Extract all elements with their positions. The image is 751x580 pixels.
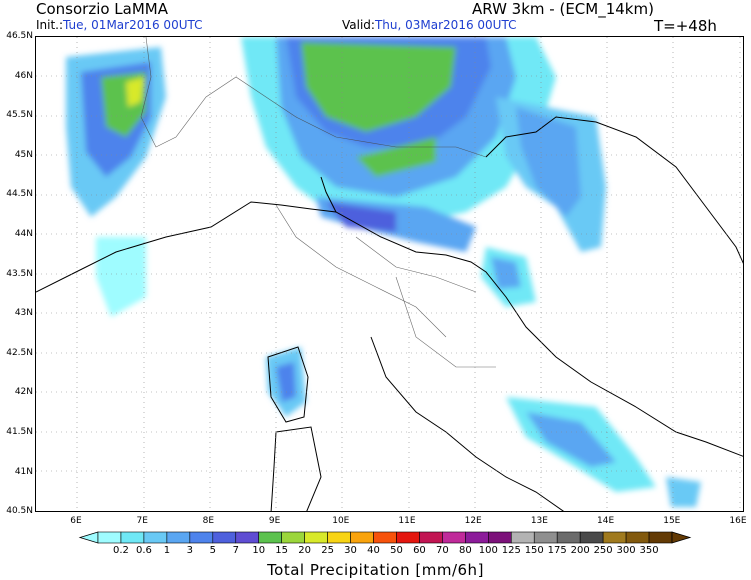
colorbar-swatch [120, 531, 145, 544]
valid-time: Valid:Thu, 03Mar2016 00UTC [342, 19, 516, 32]
map-canvas [36, 37, 743, 511]
colorbar-swatch [648, 531, 673, 544]
colorbar-label: 125 [501, 545, 521, 556]
colorbar-label: 0.2 [113, 545, 129, 556]
colorbar-swatch [625, 531, 650, 544]
colorbar-label: 300 [616, 545, 636, 556]
colorbar-label: 200 [570, 545, 590, 556]
lat-label: 42.5N [6, 347, 33, 358]
colorbar-swatch [235, 531, 260, 544]
colorbar-label: 350 [639, 545, 659, 556]
colorbar-title: Total Precipitation [mm/6h] [267, 561, 484, 579]
colorbar-swatch [327, 531, 351, 544]
colorbar-label: 80 [458, 545, 472, 556]
lon-label: 14E [597, 516, 615, 526]
colorbar-swatch [304, 531, 328, 544]
lon-label: 10E [332, 516, 350, 526]
colorbar-label: 25 [321, 545, 334, 556]
lon-label: 12E [464, 516, 482, 526]
lon-label: 11E [398, 516, 416, 526]
colorbar-swatch [556, 531, 581, 544]
colorbar-label: 7 [232, 545, 239, 556]
lon-label: 16E [729, 516, 747, 526]
lat-label: 43.5N [6, 268, 33, 279]
lon-label: 7E [136, 516, 148, 526]
colorbar-label: 30 [344, 545, 357, 556]
colorbar-swatch [350, 531, 374, 544]
colorbar-swatch [189, 531, 214, 544]
lat-label: 46.5N [6, 31, 33, 41]
colorbar-label: 70 [436, 545, 449, 556]
lat-label: 44N [14, 229, 33, 239]
lon-label: 8E [202, 516, 215, 526]
init-value: Tue, 01Mar2016 00UTC [63, 18, 203, 32]
colorbar-label: 5 [209, 545, 216, 556]
lat-label: 46N [14, 70, 33, 81]
colorbar-label: 20 [298, 545, 311, 556]
colorbar-label: 150 [524, 545, 544, 556]
coastlines [36, 116, 743, 511]
grid-lines [36, 37, 743, 511]
colorbar-swatch [97, 531, 122, 544]
init-time: Init.:Tue, 01Mar2016 00UTC [36, 19, 203, 32]
colorbar-swatch [419, 531, 443, 544]
colorbar-label: 50 [390, 545, 403, 556]
colorbar-label: 175 [547, 545, 567, 556]
lat-label: 45.5N [6, 110, 33, 121]
colorbar-label: 10 [252, 545, 266, 556]
lat-label: 44.5N [6, 189, 33, 200]
colorbar-label: 60 [413, 545, 426, 556]
colorbar-label: 15 [275, 545, 289, 556]
lat-label: 40.5N [6, 506, 33, 517]
colorbar-label: 1 [163, 545, 171, 556]
colorbar-label: 3 [186, 545, 194, 556]
lead-time: T=+48h [654, 17, 717, 35]
colorbar-swatch [533, 531, 558, 544]
admin-borders [140, 37, 496, 368]
lat-label: 43N [14, 308, 33, 319]
precipitation-map [35, 36, 744, 512]
lat-label: 41N [14, 466, 33, 477]
colorbar-swatch [281, 531, 305, 544]
precip-field [66, 37, 701, 507]
colorbar-label: 0.6 [135, 545, 152, 556]
colorbar-swatch [510, 531, 535, 544]
lat-label: 45N [14, 149, 33, 160]
colorbar-swatch [396, 531, 420, 544]
colorbar-swatch [212, 531, 237, 544]
colorbar-swatch [579, 531, 604, 544]
colorbar-swatch [602, 531, 627, 544]
colorbar-swatch [373, 531, 397, 544]
colorbar-swatch [143, 531, 168, 544]
colorbar-swatch [442, 531, 466, 544]
colorbar-arrow-left [78, 531, 99, 544]
colorbar-arrow-right [671, 531, 692, 544]
colorbar-swatch [258, 531, 282, 544]
colorbar-swatch [488, 531, 512, 544]
lat-label: 42N [14, 387, 33, 398]
lon-label: 15E [663, 516, 681, 526]
colorbar-swatch [465, 531, 489, 544]
lon-label: 6E [70, 516, 82, 526]
colorbar-label: 100 [478, 545, 498, 556]
colorbar-swatch [166, 531, 191, 544]
lon-label: 13E [530, 516, 548, 526]
init-label: Init.: [36, 18, 64, 32]
lat-label: 41.5N [6, 427, 33, 437]
colorbar-label: 250 [593, 545, 613, 556]
model-title: ARW 3km - (ECM_14km) [472, 0, 654, 18]
org-title: Consorzio LaMMA [36, 0, 168, 18]
lon-label: 9E [268, 516, 281, 526]
valid-label: Valid: [342, 18, 375, 32]
valid-value: Thu, 03Mar2016 00UTC [374, 18, 517, 32]
colorbar-label: 40 [367, 545, 380, 556]
